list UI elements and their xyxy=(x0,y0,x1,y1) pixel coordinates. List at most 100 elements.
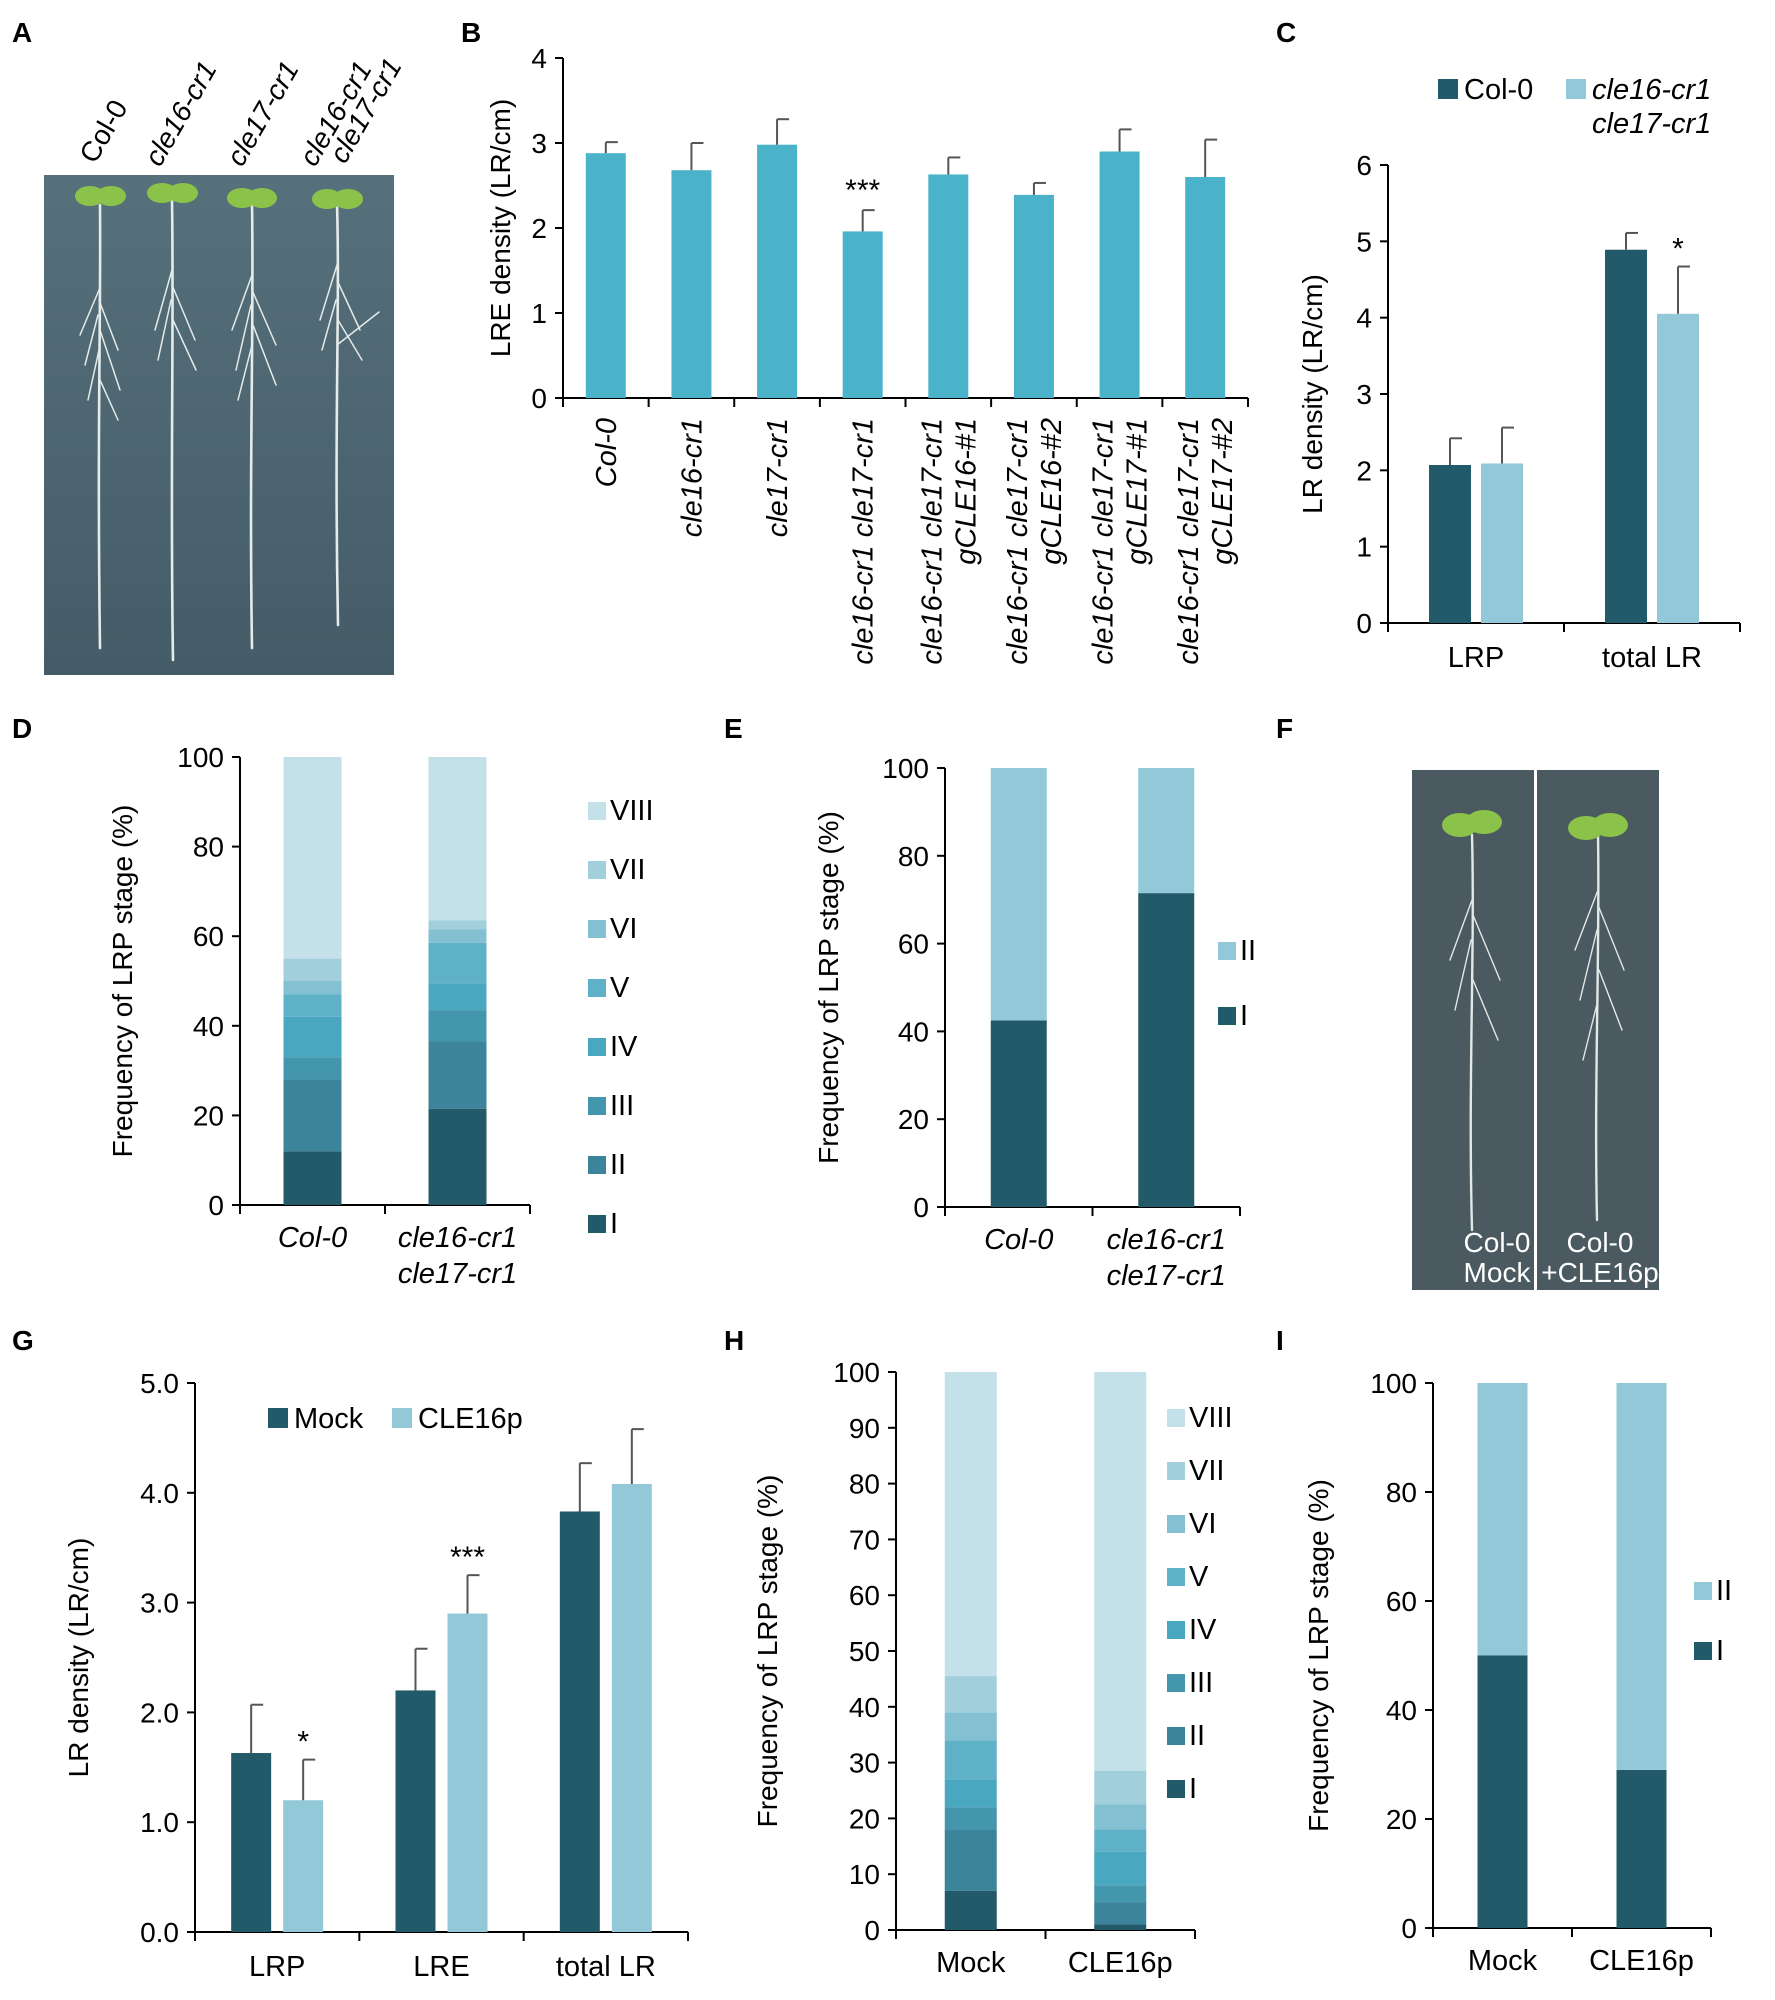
caption-cle16p-line2: +CLE16p xyxy=(1541,1257,1659,1288)
legend-label: II xyxy=(1189,1720,1205,1752)
y-tick-label: 0 xyxy=(1401,1913,1417,1944)
legend-label: Col-0 xyxy=(1464,74,1533,106)
y-tick-label: 2 xyxy=(1356,455,1372,486)
stacked-segment xyxy=(283,1079,342,1152)
stacked-segment xyxy=(1094,1851,1147,1886)
significance-marker: * xyxy=(297,1726,309,1759)
genotype-label: Col-0 xyxy=(73,95,133,168)
y-tick-label: 2 xyxy=(531,213,547,244)
x-category-label: total LR xyxy=(556,1951,656,1983)
y-tick-label: 80 xyxy=(849,1469,880,1500)
legend-label: I xyxy=(1716,1635,1724,1667)
seedling-leaves-a xyxy=(75,183,363,209)
y-tick-label: 70 xyxy=(849,1524,880,1555)
y-tick-label: 20 xyxy=(193,1100,224,1131)
panel-f: F Col-0 Mock Col-0 +CLE16p xyxy=(1276,713,1659,1290)
legend-label: VI xyxy=(1189,1508,1216,1540)
y-tick-label: 3 xyxy=(531,128,547,159)
x-category-label: Col-0 xyxy=(984,1224,1053,1256)
bar xyxy=(1013,194,1054,398)
legend-swatch xyxy=(1218,942,1236,960)
legend-swatch xyxy=(1218,1007,1236,1025)
y-axis-title: Frequency of LRP stage (%) xyxy=(107,805,138,1158)
panel-label: C xyxy=(1276,17,1296,48)
stacked-segment xyxy=(944,1807,997,1830)
bar xyxy=(283,1800,324,1932)
x-category-label: LRP xyxy=(1448,642,1504,674)
stacked-segment xyxy=(944,1676,997,1713)
stacked-segment xyxy=(1477,1655,1528,1928)
legend-label: VII xyxy=(610,854,645,886)
stacked-segment xyxy=(1138,768,1195,894)
y-tick-label: 20 xyxy=(1386,1804,1417,1835)
stacked-segment xyxy=(428,929,487,943)
stacked-segment xyxy=(428,920,487,930)
bar xyxy=(1657,313,1699,623)
panel-label: B xyxy=(461,17,481,48)
legend-swatch xyxy=(1167,1621,1185,1639)
chart-d: 0 20 40 60 80 100 Frequency of LRP stage (%) D C… xyxy=(12,713,654,1290)
caption-mock-line1: Col-0 xyxy=(1464,1227,1531,1258)
stacked-segment xyxy=(1094,1902,1147,1925)
y-axis-title: Frequency of LRP stage (%) xyxy=(1303,1479,1334,1832)
genotype-label: cle17-cr1 xyxy=(220,56,304,171)
legend-swatch xyxy=(588,1038,606,1056)
y-tick-label: 6 xyxy=(1356,150,1372,181)
legend-label: CLE16p xyxy=(418,1403,523,1435)
y-tick-label: 4 xyxy=(531,43,547,74)
stacked-segment xyxy=(428,1108,487,1205)
caption-mock-line2: Mock xyxy=(1464,1257,1532,1288)
y-axis-title: Frequency of LRP stage (%) xyxy=(813,811,844,1164)
stacked-segment xyxy=(283,958,342,981)
bar xyxy=(559,1511,600,1932)
panel-a: A Col-0 cle16-cr1 cle17-cr1 cle16-cr1 cl… xyxy=(12,17,408,675)
x-category-label: Mock xyxy=(1468,1945,1538,1977)
legend-swatch xyxy=(588,1156,606,1174)
legend-label: I xyxy=(1189,1773,1197,1805)
stacked-segment xyxy=(944,1712,997,1741)
seedlings-f xyxy=(1449,833,1625,1232)
chart-i: 0 20 40 60 80 100 Frequency of LRP stage (%) I M… xyxy=(1276,1325,1732,1977)
stacked-segment xyxy=(283,1057,342,1080)
y-tick-label: 20 xyxy=(849,1803,880,1834)
chart-e: 0 20 40 60 80 100 Frequency of LRP stage (%) E C… xyxy=(724,713,1256,1292)
x-category-label: cle16-cr1 xyxy=(1107,1224,1226,1256)
legend-label: III xyxy=(610,1090,634,1122)
legend-swatch xyxy=(392,1408,412,1428)
x-category-label: cle16-cr1 cle17-cr1 xyxy=(848,418,880,665)
genotype-labels-a: Col-0 cle16-cr1 cle17-cr1 cle16-cr1 cle1… xyxy=(73,53,407,171)
chart-h: 0 10 20 30 40 50 60 70 80 90 100 Frequency of LRP s… xyxy=(724,1325,1233,1979)
y-tick-label: 0 xyxy=(531,383,547,414)
legend-swatch xyxy=(588,1097,606,1115)
bar xyxy=(1481,463,1523,623)
stacked-segment xyxy=(944,1829,997,1891)
stacked-segment xyxy=(1094,1804,1147,1830)
significance-marker: *** xyxy=(845,174,880,207)
legend-label: VIII xyxy=(1189,1402,1233,1434)
bar xyxy=(1099,151,1140,398)
stacked-segment xyxy=(283,1016,342,1058)
legend-swatch xyxy=(1694,1582,1712,1600)
y-axis-title: LRE density (LR/cm) xyxy=(485,99,516,357)
legend-label: II xyxy=(1716,1575,1732,1607)
bar xyxy=(842,231,883,398)
chart-g: 0.0 1.0 2.0 3.0 4.0 5.0 LR density (LR/cm) G * LR… xyxy=(12,1325,689,1983)
y-tick-label: 5.0 xyxy=(140,1368,179,1399)
legend-swatch xyxy=(588,1215,606,1233)
legend-label: IV xyxy=(610,1031,638,1063)
x-category-label: LRE xyxy=(413,1951,469,1983)
x-category-label: cle17-cr1 xyxy=(762,418,794,537)
panel-label: H xyxy=(724,1325,744,1356)
y-tick-label: 0 xyxy=(208,1190,224,1221)
legend-label: IV xyxy=(1189,1614,1217,1646)
legend-swatch xyxy=(1694,1642,1712,1660)
stacked-segment xyxy=(1616,1383,1667,1770)
legend-label: V xyxy=(1189,1561,1209,1593)
y-tick-label: 80 xyxy=(898,841,929,872)
stacked-segment xyxy=(1094,1924,1147,1930)
legend-label: I xyxy=(1240,1000,1248,1032)
stacked-segment xyxy=(283,994,342,1017)
y-tick-label: 100 xyxy=(177,742,224,773)
legend-label: VII xyxy=(1189,1455,1224,1487)
